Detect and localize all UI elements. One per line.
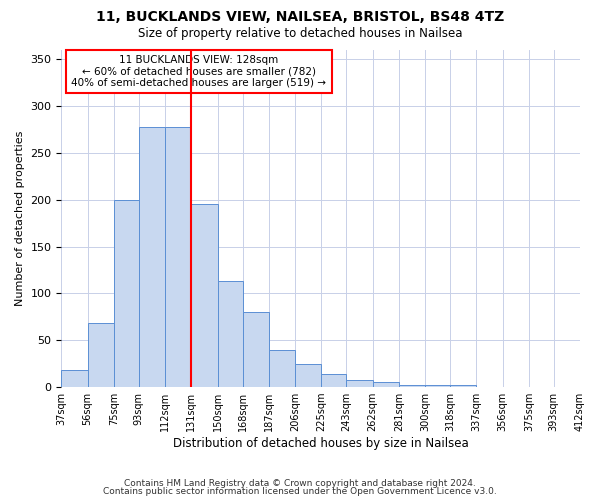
Bar xyxy=(61,370,88,387)
Text: Contains public sector information licensed under the Open Government Licence v3: Contains public sector information licen… xyxy=(103,487,497,496)
Bar xyxy=(450,385,476,387)
Y-axis label: Number of detached properties: Number of detached properties xyxy=(15,131,25,306)
Text: Contains HM Land Registry data © Crown copyright and database right 2024.: Contains HM Land Registry data © Crown c… xyxy=(124,478,476,488)
Bar xyxy=(139,127,165,387)
X-axis label: Distribution of detached houses by size in Nailsea: Distribution of detached houses by size … xyxy=(173,437,469,450)
Bar xyxy=(218,282,242,387)
Text: 11, BUCKLANDS VIEW, NAILSEA, BRISTOL, BS48 4TZ: 11, BUCKLANDS VIEW, NAILSEA, BRISTOL, BS… xyxy=(96,10,504,24)
Bar xyxy=(269,350,295,387)
Bar xyxy=(346,380,373,387)
Bar xyxy=(191,204,218,387)
Bar xyxy=(165,127,191,387)
Bar xyxy=(399,385,425,387)
Bar xyxy=(242,312,269,387)
Bar xyxy=(425,385,450,387)
Bar xyxy=(373,382,399,387)
Text: 11 BUCKLANDS VIEW: 128sqm
← 60% of detached houses are smaller (782)
40% of semi: 11 BUCKLANDS VIEW: 128sqm ← 60% of detac… xyxy=(71,55,326,88)
Bar xyxy=(114,200,139,387)
Bar xyxy=(322,374,346,387)
Bar xyxy=(295,364,322,387)
Text: Size of property relative to detached houses in Nailsea: Size of property relative to detached ho… xyxy=(138,28,462,40)
Bar xyxy=(88,324,114,387)
